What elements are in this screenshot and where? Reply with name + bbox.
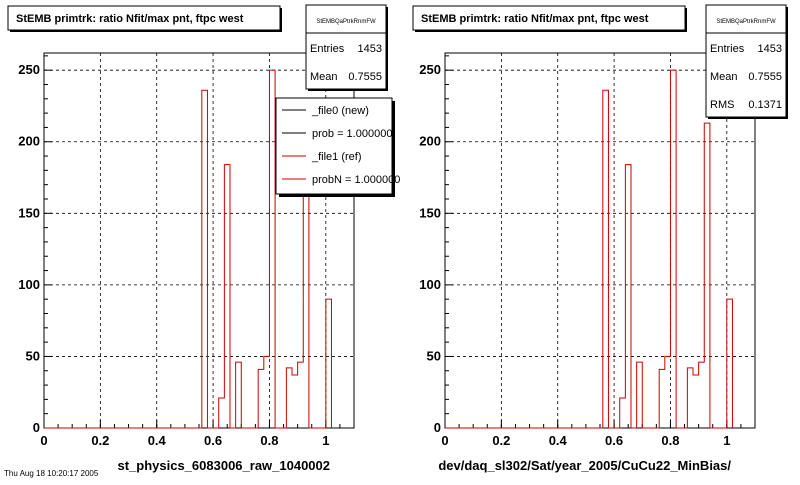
stats-value: 1453 bbox=[358, 43, 382, 55]
stats-label: Mean bbox=[710, 71, 738, 83]
stats-value: 0.7555 bbox=[748, 71, 782, 83]
histogram-line bbox=[445, 69, 733, 429]
stats-label: Mean bbox=[310, 71, 338, 83]
x-tick-label: 1 bbox=[723, 433, 730, 448]
y-tick-label: 0 bbox=[434, 420, 441, 435]
legend-label: _file0 (new) bbox=[311, 105, 369, 117]
stats-label: Entries bbox=[710, 43, 745, 55]
legend-label: _file1 (ref) bbox=[311, 151, 362, 163]
x-tick-label: 0.8 bbox=[661, 433, 679, 448]
x-axis-label: dev/daq_sl302/Sat/year_2005/CuCu22_MinBi… bbox=[438, 458, 731, 473]
title-box bbox=[412, 5, 686, 31]
x-tick-label: 1 bbox=[322, 433, 329, 448]
right-histogram-panel: 0 0.2 0.4 0.6 0.8 1 0 50 100 150 200 250 dev/daq_sl3… bbox=[412, 4, 788, 473]
x-tick-label: 0.2 bbox=[492, 433, 510, 448]
y-tick-label: 250 bbox=[18, 62, 40, 77]
stats-value: 1453 bbox=[758, 43, 782, 55]
title-box bbox=[7, 5, 281, 31]
x-tick-label: 0.6 bbox=[204, 433, 222, 448]
y-tick-label: 100 bbox=[419, 277, 441, 292]
y-tick-label: 0 bbox=[33, 420, 40, 435]
x-tick-label: 0.2 bbox=[91, 433, 109, 448]
stats-value: 0.1371 bbox=[748, 99, 782, 111]
left-histogram-panel: 0 0.2 0.4 0.6 0.8 1 0 50 100 150 200 250 st_physics_… bbox=[7, 4, 400, 473]
stats-value: 0.7555 bbox=[348, 71, 382, 83]
stats-label: Entries bbox=[310, 43, 345, 55]
stats-box bbox=[305, 4, 387, 90]
y-tick-label: 200 bbox=[419, 134, 441, 149]
y-tick-label: 50 bbox=[26, 348, 40, 363]
x-tick-label: 0.6 bbox=[605, 433, 623, 448]
histogram-line bbox=[44, 69, 332, 429]
y-tick-label: 200 bbox=[18, 134, 40, 149]
y-tick-label: 150 bbox=[18, 205, 40, 220]
x-tick-label: 0.8 bbox=[260, 433, 278, 448]
y-tick-label: 50 bbox=[427, 348, 441, 363]
y-tick-label: 150 bbox=[419, 205, 441, 220]
y-tick-label: 250 bbox=[419, 62, 441, 77]
x-tick-label: 0 bbox=[40, 433, 47, 448]
stats-name: StEMBQaPtrkRnmFW bbox=[316, 19, 376, 25]
legend-label: probN = 1.000000 bbox=[312, 174, 400, 186]
legend-box bbox=[275, 97, 393, 195]
x-tick-label: 0.4 bbox=[549, 433, 568, 448]
chart-title: StEMB primtrk: ratio Nfit/max pnt, ftpc … bbox=[421, 13, 649, 25]
stats-box bbox=[705, 4, 787, 118]
legend-label: prob = 1.000000 bbox=[312, 128, 392, 140]
y-tick-label: 100 bbox=[18, 277, 40, 292]
plot-frame bbox=[444, 52, 756, 429]
x-tick-label: 0.4 bbox=[148, 433, 167, 448]
x-axis-label: st_physics_6083006_raw_1040002 bbox=[117, 458, 330, 473]
stats-name: StEMBQaPtrkRnmFW bbox=[716, 19, 776, 25]
timestamp-footer: Thu Aug 18 10:20:17 2005 bbox=[4, 469, 99, 478]
stats-label: RMS bbox=[710, 99, 734, 111]
chart-title: StEMB primtrk: ratio Nfit/max pnt, ftpc … bbox=[16, 13, 244, 25]
x-tick-label: 0 bbox=[441, 433, 448, 448]
